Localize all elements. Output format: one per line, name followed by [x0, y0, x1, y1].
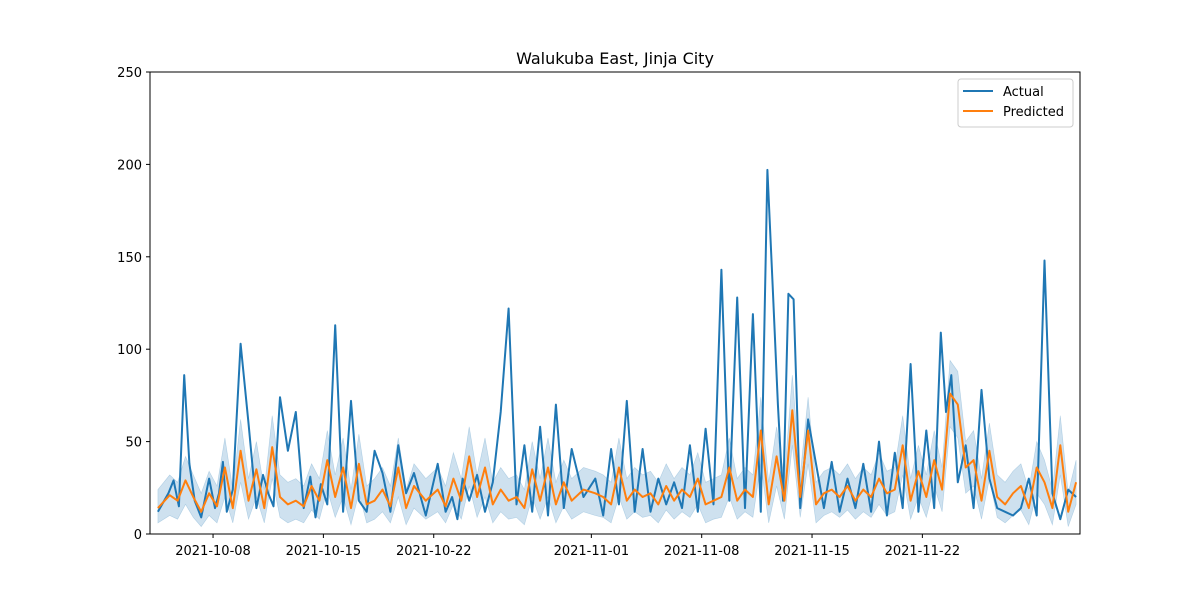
legend: Actual Predicted — [957, 78, 1074, 128]
x-tick-label: 2021-10-15 — [286, 544, 362, 559]
x-tick-label: 2021-11-01 — [554, 544, 630, 559]
y-tick-label: 100 — [117, 343, 142, 358]
plot-area — [157, 168, 1078, 528]
y-tick-label: 50 — [125, 436, 142, 451]
legend-label: Predicted — [1003, 105, 1064, 120]
series-line-actual — [157, 168, 1077, 521]
y-tick-label: 250 — [117, 66, 142, 81]
x-tick-label: 2021-10-22 — [396, 544, 472, 559]
y-tick-label: 0 — [134, 528, 142, 543]
legend-label: Actual — [1003, 85, 1044, 100]
x-tick-label: 2021-10-08 — [175, 544, 251, 559]
y-tick-label: 150 — [117, 251, 142, 266]
axes-frame — [149, 71, 1081, 535]
chart-title: Walukuba East, Jinja City — [516, 49, 714, 68]
x-tick-label: 2021-11-22 — [885, 544, 961, 559]
x-tick-label: 2021-11-15 — [774, 544, 850, 559]
plot-inner — [157, 168, 1078, 528]
y-tick-label: 200 — [117, 158, 142, 173]
series-line-predicted — [157, 392, 1078, 513]
x-tick-label: 2021-11-08 — [664, 544, 740, 559]
axes: 0 50 100 150 200 250 2021-10-08 2021-10-15 2021-… — [117, 66, 1081, 559]
